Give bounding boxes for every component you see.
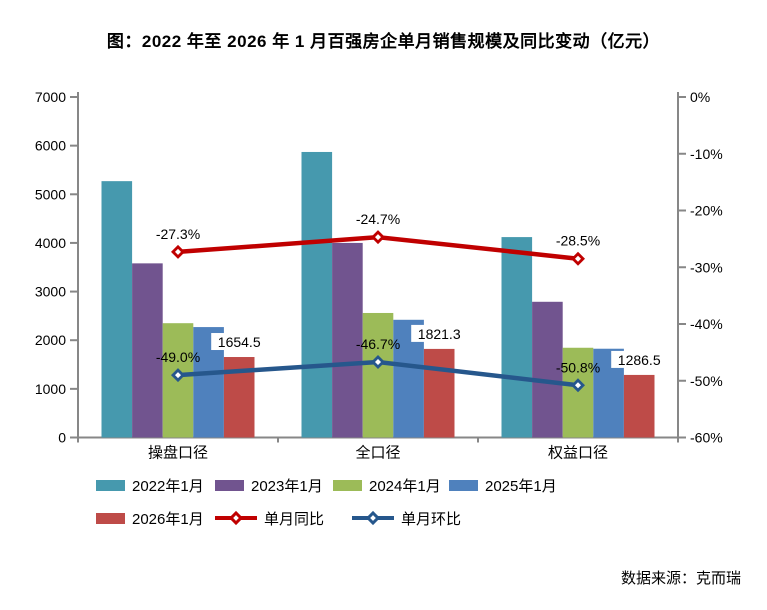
svg-text:全口径: 全口径 bbox=[355, 444, 400, 462]
legend-item-2023-jan: 2023年1月 bbox=[215, 477, 323, 495]
svg-text:1821.3: 1821.3 bbox=[418, 326, 461, 342]
legend-label-2023-jan: 2023年1月 bbox=[251, 477, 323, 495]
chart-title: 图：2022 年至 2026 年 1 月百强房企单月销售规模及同比变动（亿元） bbox=[106, 32, 661, 51]
legend-item-2025-jan: 2025年1月 bbox=[449, 477, 557, 495]
line-point-labels: -49.0% -46.7% -50.8% bbox=[156, 336, 600, 375]
legend-swatch-2023-jan bbox=[215, 479, 244, 491]
svg-text:操盘口径: 操盘口径 bbox=[148, 444, 208, 462]
bar-line-chart: 0 1000 2000 3000 4000 5000 6000 7000 0% -10% -20% -… bbox=[35, 89, 723, 462]
svg-text:0: 0 bbox=[58, 430, 66, 446]
bar-value-labels: 1654.5 1821.3 1286.5 bbox=[211, 324, 668, 368]
diamond-marker-icon bbox=[228, 510, 244, 526]
bar-series-2 bbox=[162, 312, 594, 438]
svg-text:-10%: -10% bbox=[690, 146, 723, 162]
legend-item-mom-line: 单月环比 bbox=[352, 510, 462, 528]
legend-label-2022-jan: 2022年1月 bbox=[132, 477, 204, 495]
svg-text:-24.7%: -24.7% bbox=[356, 211, 400, 227]
svg-text:-28.5%: -28.5% bbox=[556, 233, 600, 249]
legend-item-2024-jan: 2024年1月 bbox=[333, 477, 441, 495]
svg-text:7000: 7000 bbox=[35, 89, 66, 105]
category-labels: 操盘口径 全口径 权益口径 bbox=[148, 444, 608, 462]
svg-text:-40%: -40% bbox=[690, 316, 723, 332]
bar-series-1 bbox=[132, 242, 563, 438]
svg-text:1654.5: 1654.5 bbox=[218, 334, 261, 350]
svg-text:-50%: -50% bbox=[690, 373, 723, 389]
svg-text:5000: 5000 bbox=[35, 186, 66, 202]
data-source-note: 数据来源：克而瑞 bbox=[620, 570, 741, 587]
legend-item-2026-jan: 2026年1月 bbox=[96, 510, 204, 528]
svg-text:3000: 3000 bbox=[35, 284, 66, 300]
svg-text:1000: 1000 bbox=[35, 381, 66, 397]
legend-label-yoy: 单月同比 bbox=[264, 510, 325, 528]
svg-text:-46.7%: -46.7% bbox=[356, 336, 400, 352]
bar-series-0 bbox=[101, 151, 533, 438]
legend-label-2024-jan: 2024年1月 bbox=[369, 477, 441, 495]
line-series-1 bbox=[171, 355, 585, 393]
legend-label-2026-jan: 2026年1月 bbox=[132, 510, 204, 528]
legend-label-mom: 单月环比 bbox=[401, 510, 462, 528]
svg-text:-20%: -20% bbox=[690, 203, 723, 219]
svg-text:-30%: -30% bbox=[690, 259, 723, 275]
svg-text:权益口径: 权益口径 bbox=[548, 445, 608, 462]
legend-line-sample-yoy bbox=[215, 510, 257, 526]
svg-text:-60%: -60% bbox=[690, 430, 723, 446]
line-point-labels: -27.3% -24.7% -28.5% bbox=[156, 211, 600, 249]
legend-label-2025-jan: 2025年1月 bbox=[485, 477, 557, 495]
legend-line-sample-mom bbox=[352, 510, 394, 526]
svg-text:4000: 4000 bbox=[35, 235, 66, 251]
right-axis-tick-labels: 0% -10% -20% -30% -40% -50% -60% bbox=[690, 89, 723, 446]
legend-item-yoy-line: 单月同比 bbox=[215, 510, 325, 528]
svg-text:-50.8%: -50.8% bbox=[556, 359, 600, 375]
svg-text:-27.3%: -27.3% bbox=[156, 226, 200, 242]
svg-text:0%: 0% bbox=[690, 89, 710, 105]
svg-text:6000: 6000 bbox=[35, 138, 66, 154]
svg-text:2000: 2000 bbox=[35, 332, 66, 348]
legend-swatch-2026-jan bbox=[96, 512, 125, 524]
line-series-0 bbox=[171, 230, 585, 266]
legend-item-2022-jan: 2022年1月 bbox=[96, 477, 204, 495]
svg-text:1286.5: 1286.5 bbox=[618, 352, 661, 368]
legend-swatch-2024-jan bbox=[333, 479, 362, 491]
legend-swatch-2025-jan bbox=[449, 479, 478, 491]
diamond-marker-icon bbox=[365, 510, 381, 526]
legend-swatch-2022-jan bbox=[96, 479, 125, 491]
left-axis-tick-labels: 0 1000 2000 3000 4000 5000 6000 7000 bbox=[35, 89, 66, 446]
bar-series-3 bbox=[193, 319, 624, 438]
svg-text:-49.0%: -49.0% bbox=[156, 349, 200, 365]
